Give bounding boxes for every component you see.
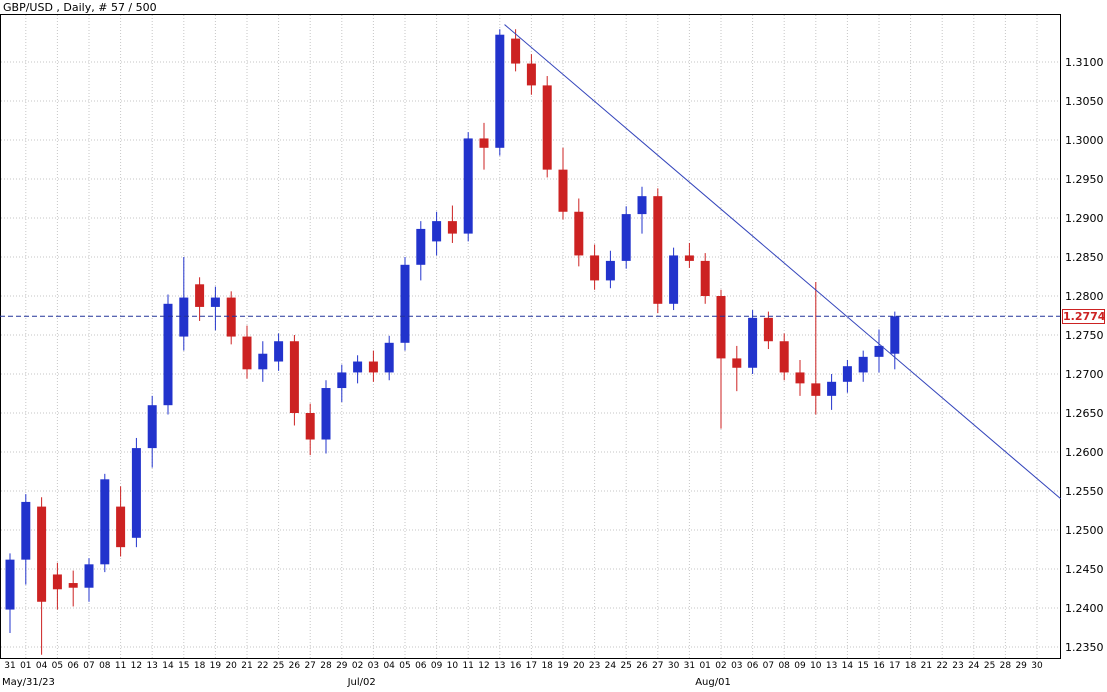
x-tick-label: 10 (810, 661, 822, 671)
x-tick-label: 30 (1031, 661, 1043, 671)
month-label: May/31/23 (2, 677, 55, 688)
x-tick-label: 29 (1015, 661, 1027, 671)
x-tick-label: 06 (746, 661, 759, 671)
x-tick-label: 02 (351, 661, 364, 671)
x-tick-label: 12 (478, 661, 490, 671)
x-tick-label: 25 (983, 661, 996, 671)
x-tick-label: 09 (430, 661, 443, 671)
x-tick-label: 22 (257, 661, 269, 671)
month-label: Aug/01 (695, 677, 731, 688)
x-tick-label: 05 (399, 661, 411, 671)
svg-text:1.2350: 1.2350 (1065, 641, 1104, 654)
svg-text:1.2450: 1.2450 (1065, 563, 1104, 576)
candlestick-plot[interactable]: 1.3100 1.3050 1.3000 1.2950 1.2900 1.2850 1.28… (0, 14, 1107, 660)
x-tick-label: 24 (604, 661, 617, 671)
x-tick-label: 28 (320, 661, 332, 671)
svg-text:1.2850: 1.2850 (1065, 251, 1104, 264)
x-tick-label: 12 (130, 661, 143, 671)
x-tick-label: 01 (20, 661, 32, 671)
x-tick-label: 21 (241, 661, 253, 671)
x-tick-label: 07 (83, 661, 95, 671)
price-scale[interactable] (1062, 14, 1107, 659)
svg-text:1.2500: 1.2500 (1065, 524, 1104, 537)
x-tick-label: 19 (209, 661, 222, 671)
month-label: Jul/02 (347, 677, 376, 688)
svg-text:1.2950: 1.2950 (1065, 173, 1104, 186)
x-tick-label: 26 (288, 661, 301, 671)
x-tick-label: 20 (573, 661, 585, 671)
x-tick-label: 09 (794, 661, 806, 671)
x-tick-label: 03 (731, 661, 743, 671)
x-tick-label: 05 (51, 661, 64, 671)
x-tick-label: 22 (936, 661, 948, 671)
x-tick-label: 13 (146, 661, 158, 671)
x-tick-label: 16 (873, 661, 885, 671)
x-tick-label: 28 (999, 661, 1012, 671)
x-tick-label: 16 (509, 661, 522, 671)
x-tick-label: 24 (968, 661, 980, 671)
x-tick-label: 29 (336, 661, 348, 671)
x-tick-label: 02 (715, 661, 727, 671)
svg-text:1.2750: 1.2750 (1065, 329, 1104, 342)
x-axis[interactable]: 31 01 04 05 06 07 08 11 12 13 14 15 18 19 20 21 22 25 26 27… (0, 661, 1107, 675)
svg-text:1.2400: 1.2400 (1065, 602, 1104, 615)
x-tick-label: 19 (557, 661, 569, 671)
x-tick-label: 15 (178, 661, 190, 671)
x-tick-label: 23 (588, 661, 601, 671)
svg-text:1.2650: 1.2650 (1065, 407, 1104, 420)
x-tick-label: 17 (889, 661, 901, 671)
x-tick-label: 08 (99, 661, 111, 671)
svg-text:1.2600: 1.2600 (1065, 446, 1104, 459)
x-tick-label: 14 (162, 661, 174, 671)
x-tick-label: 08 (778, 661, 790, 671)
x-tick-label: 04 (383, 661, 395, 671)
x-tick-label: 20 (225, 661, 237, 671)
x-tick-label: 07 (762, 661, 775, 671)
svg-text:1.2900: 1.2900 (1065, 212, 1104, 225)
x-tick-label: 04 (35, 661, 48, 671)
x-tick-label: 14 (841, 661, 854, 671)
x-tick-label: 26 (636, 661, 648, 671)
x-tick-label: 27 (652, 661, 664, 671)
svg-text:1.3000: 1.3000 (1065, 134, 1104, 147)
x-tick-label: 18 (541, 661, 553, 671)
x-axis-months: May/31/23 Jul/02 Aug/01 (0, 677, 1107, 691)
svg-text:1.3050: 1.3050 (1065, 95, 1104, 108)
x-tick-label: 15 (857, 661, 869, 671)
x-tick-label: 01 (699, 661, 711, 671)
svg-text:1.2800: 1.2800 (1065, 290, 1104, 303)
x-tick-label: 06 (67, 661, 79, 671)
x-tick-label: 31 (4, 661, 16, 671)
x-tick-label: 13 (825, 661, 838, 671)
x-tick-label: 31 (683, 661, 696, 671)
x-tick-label: 18 (193, 661, 206, 671)
x-tick-label: 30 (667, 661, 680, 671)
x-tick-label: 17 (525, 661, 538, 671)
x-tick-label: 11 (114, 661, 127, 671)
x-tick-label: 10 (446, 661, 459, 671)
x-tick-label: 27 (304, 661, 316, 671)
chart-title: GBP/USD , Daily, # 57 / 500 (3, 1, 157, 14)
x-tick-label: 25 (272, 661, 285, 671)
x-tick-label: 11 (462, 661, 474, 671)
x-tick-label: 23 (952, 661, 964, 671)
svg-text:1.3100: 1.3100 (1065, 56, 1104, 69)
x-tick-label: 03 (367, 661, 380, 671)
x-tick-label: 13 (494, 661, 506, 671)
svg-text:1.2700: 1.2700 (1065, 368, 1104, 381)
x-tick-label: 18 (904, 661, 917, 671)
current-price-tag: 1.2774 (1062, 309, 1106, 325)
x-tick-label: 25 (620, 661, 632, 671)
x-tick-label: 21 (920, 661, 933, 671)
svg-text:1.2550: 1.2550 (1065, 485, 1104, 498)
x-tick-label: 06 (415, 661, 427, 671)
